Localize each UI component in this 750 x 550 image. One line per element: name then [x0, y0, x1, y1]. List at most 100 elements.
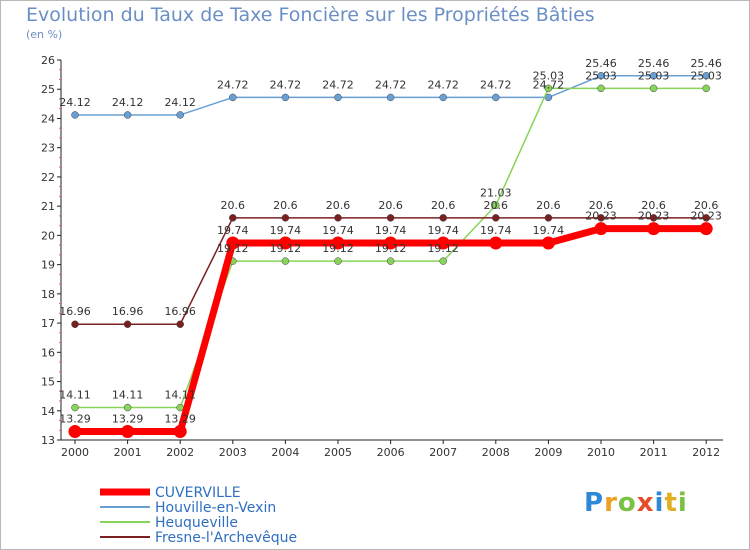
data-label: 25.46 [690, 57, 722, 70]
chart-title: Evolution du Taux de Taxe Foncière sur l… [26, 4, 595, 26]
data-point [492, 201, 500, 210]
data-point [229, 93, 237, 102]
logo-letter: o [617, 488, 637, 518]
data-label: 14.11 [59, 389, 91, 402]
x-tick-label: 2010 [587, 446, 615, 459]
x-tick-label: 2009 [534, 446, 562, 459]
data-point [597, 84, 605, 93]
data-point [123, 111, 132, 119]
data-point [71, 111, 79, 119]
logo-letter: i [654, 488, 665, 518]
data-label: 19.74 [217, 224, 249, 237]
y-tick-label: 22 [41, 171, 55, 184]
y-tick-label: 13 [41, 434, 55, 447]
data-label: 25.03 [585, 69, 617, 82]
y-tick-label: 23 [41, 142, 55, 155]
data-label: 16.96 [164, 305, 196, 318]
data-label: 24.72 [217, 78, 249, 91]
data-label: 20.6 [378, 199, 403, 212]
data-point [492, 93, 500, 102]
data-label: 20.23 [585, 210, 617, 223]
data-label: 21.03 [480, 186, 512, 199]
x-tick-label: 2008 [482, 446, 510, 459]
logo-letter: t [664, 488, 678, 518]
data-point [226, 236, 240, 250]
data-point [439, 214, 447, 222]
data-point [281, 214, 290, 222]
data-label: 19.74 [375, 224, 407, 237]
proxiti-logo: Proxiti [584, 488, 688, 518]
data-label: 20.23 [638, 210, 670, 223]
data-label: 13.29 [164, 413, 196, 426]
data-point [386, 257, 395, 265]
data-point [173, 425, 187, 439]
data-label: 19.74 [270, 224, 302, 237]
data-point [702, 214, 710, 222]
data-label: 20.23 [690, 210, 722, 223]
data-point [647, 222, 661, 236]
data-point [439, 257, 447, 265]
y-tick-label: 24 [41, 112, 55, 125]
data-label: 20.6 [536, 199, 561, 212]
y-tick-label: 17 [41, 317, 55, 330]
data-point [334, 214, 342, 222]
data-label: 20.6 [641, 199, 666, 212]
y-tick-label: 26 [41, 54, 55, 67]
x-tick-label: 2012 [692, 446, 720, 459]
data-label: 13.29 [112, 413, 144, 426]
x-tick-label: 2001 [114, 446, 142, 459]
data-point [123, 403, 132, 412]
data-label: 24.72 [375, 78, 407, 91]
data-label: 19.12 [375, 242, 407, 255]
x-tick-label: 2003 [219, 446, 247, 459]
data-point [278, 236, 292, 250]
data-label: 24.72 [533, 78, 565, 91]
data-label: 13.29 [59, 413, 91, 426]
data-label: 19.74 [480, 224, 512, 237]
data-point [702, 72, 710, 80]
data-point [436, 236, 450, 250]
data-label: 25.03 [690, 69, 722, 82]
data-label: 14.11 [164, 389, 196, 402]
x-tick-label: 2002 [166, 446, 194, 459]
data-label: 20.6 [589, 199, 614, 212]
data-point [541, 236, 555, 250]
data-point [649, 72, 658, 80]
data-point [281, 93, 290, 102]
data-label: 20.6 [326, 199, 351, 212]
data-label: 19.12 [270, 242, 302, 255]
y-axis-unit: (en %) [26, 28, 63, 41]
legend-label: Houville-en-Vexin [155, 500, 276, 516]
data-point [331, 236, 345, 250]
data-label: 24.72 [322, 78, 354, 91]
data-label: 19.12 [217, 242, 249, 255]
data-label: 16.96 [59, 305, 91, 318]
legend-label: CUVERVILLE [155, 485, 241, 501]
y-tick-label: 14 [41, 405, 55, 418]
data-label: 24.72 [480, 78, 512, 91]
x-tick-label: 2000 [61, 446, 89, 459]
data-label: 20.6 [484, 199, 509, 212]
y-tick-label: 15 [41, 376, 55, 389]
data-label: 19.74 [427, 224, 459, 237]
data-point [702, 84, 710, 93]
data-point [439, 93, 447, 102]
data-point [68, 425, 82, 439]
data-label: 20.6 [431, 199, 456, 212]
data-point [544, 214, 553, 222]
data-point [229, 214, 237, 222]
data-label: 24.12 [164, 96, 196, 109]
data-point [492, 214, 500, 222]
data-label: 14.11 [112, 389, 144, 402]
y-tick-label: 16 [41, 346, 55, 359]
data-point [334, 93, 342, 102]
y-tick-label: 25 [41, 83, 55, 96]
data-point [386, 214, 395, 222]
data-label: 19.12 [322, 242, 354, 255]
data-label: 24.12 [59, 96, 91, 109]
data-label: 24.12 [112, 96, 144, 109]
y-tick-label: 18 [41, 288, 55, 301]
data-label: 19.12 [427, 242, 459, 255]
data-point [123, 320, 132, 328]
